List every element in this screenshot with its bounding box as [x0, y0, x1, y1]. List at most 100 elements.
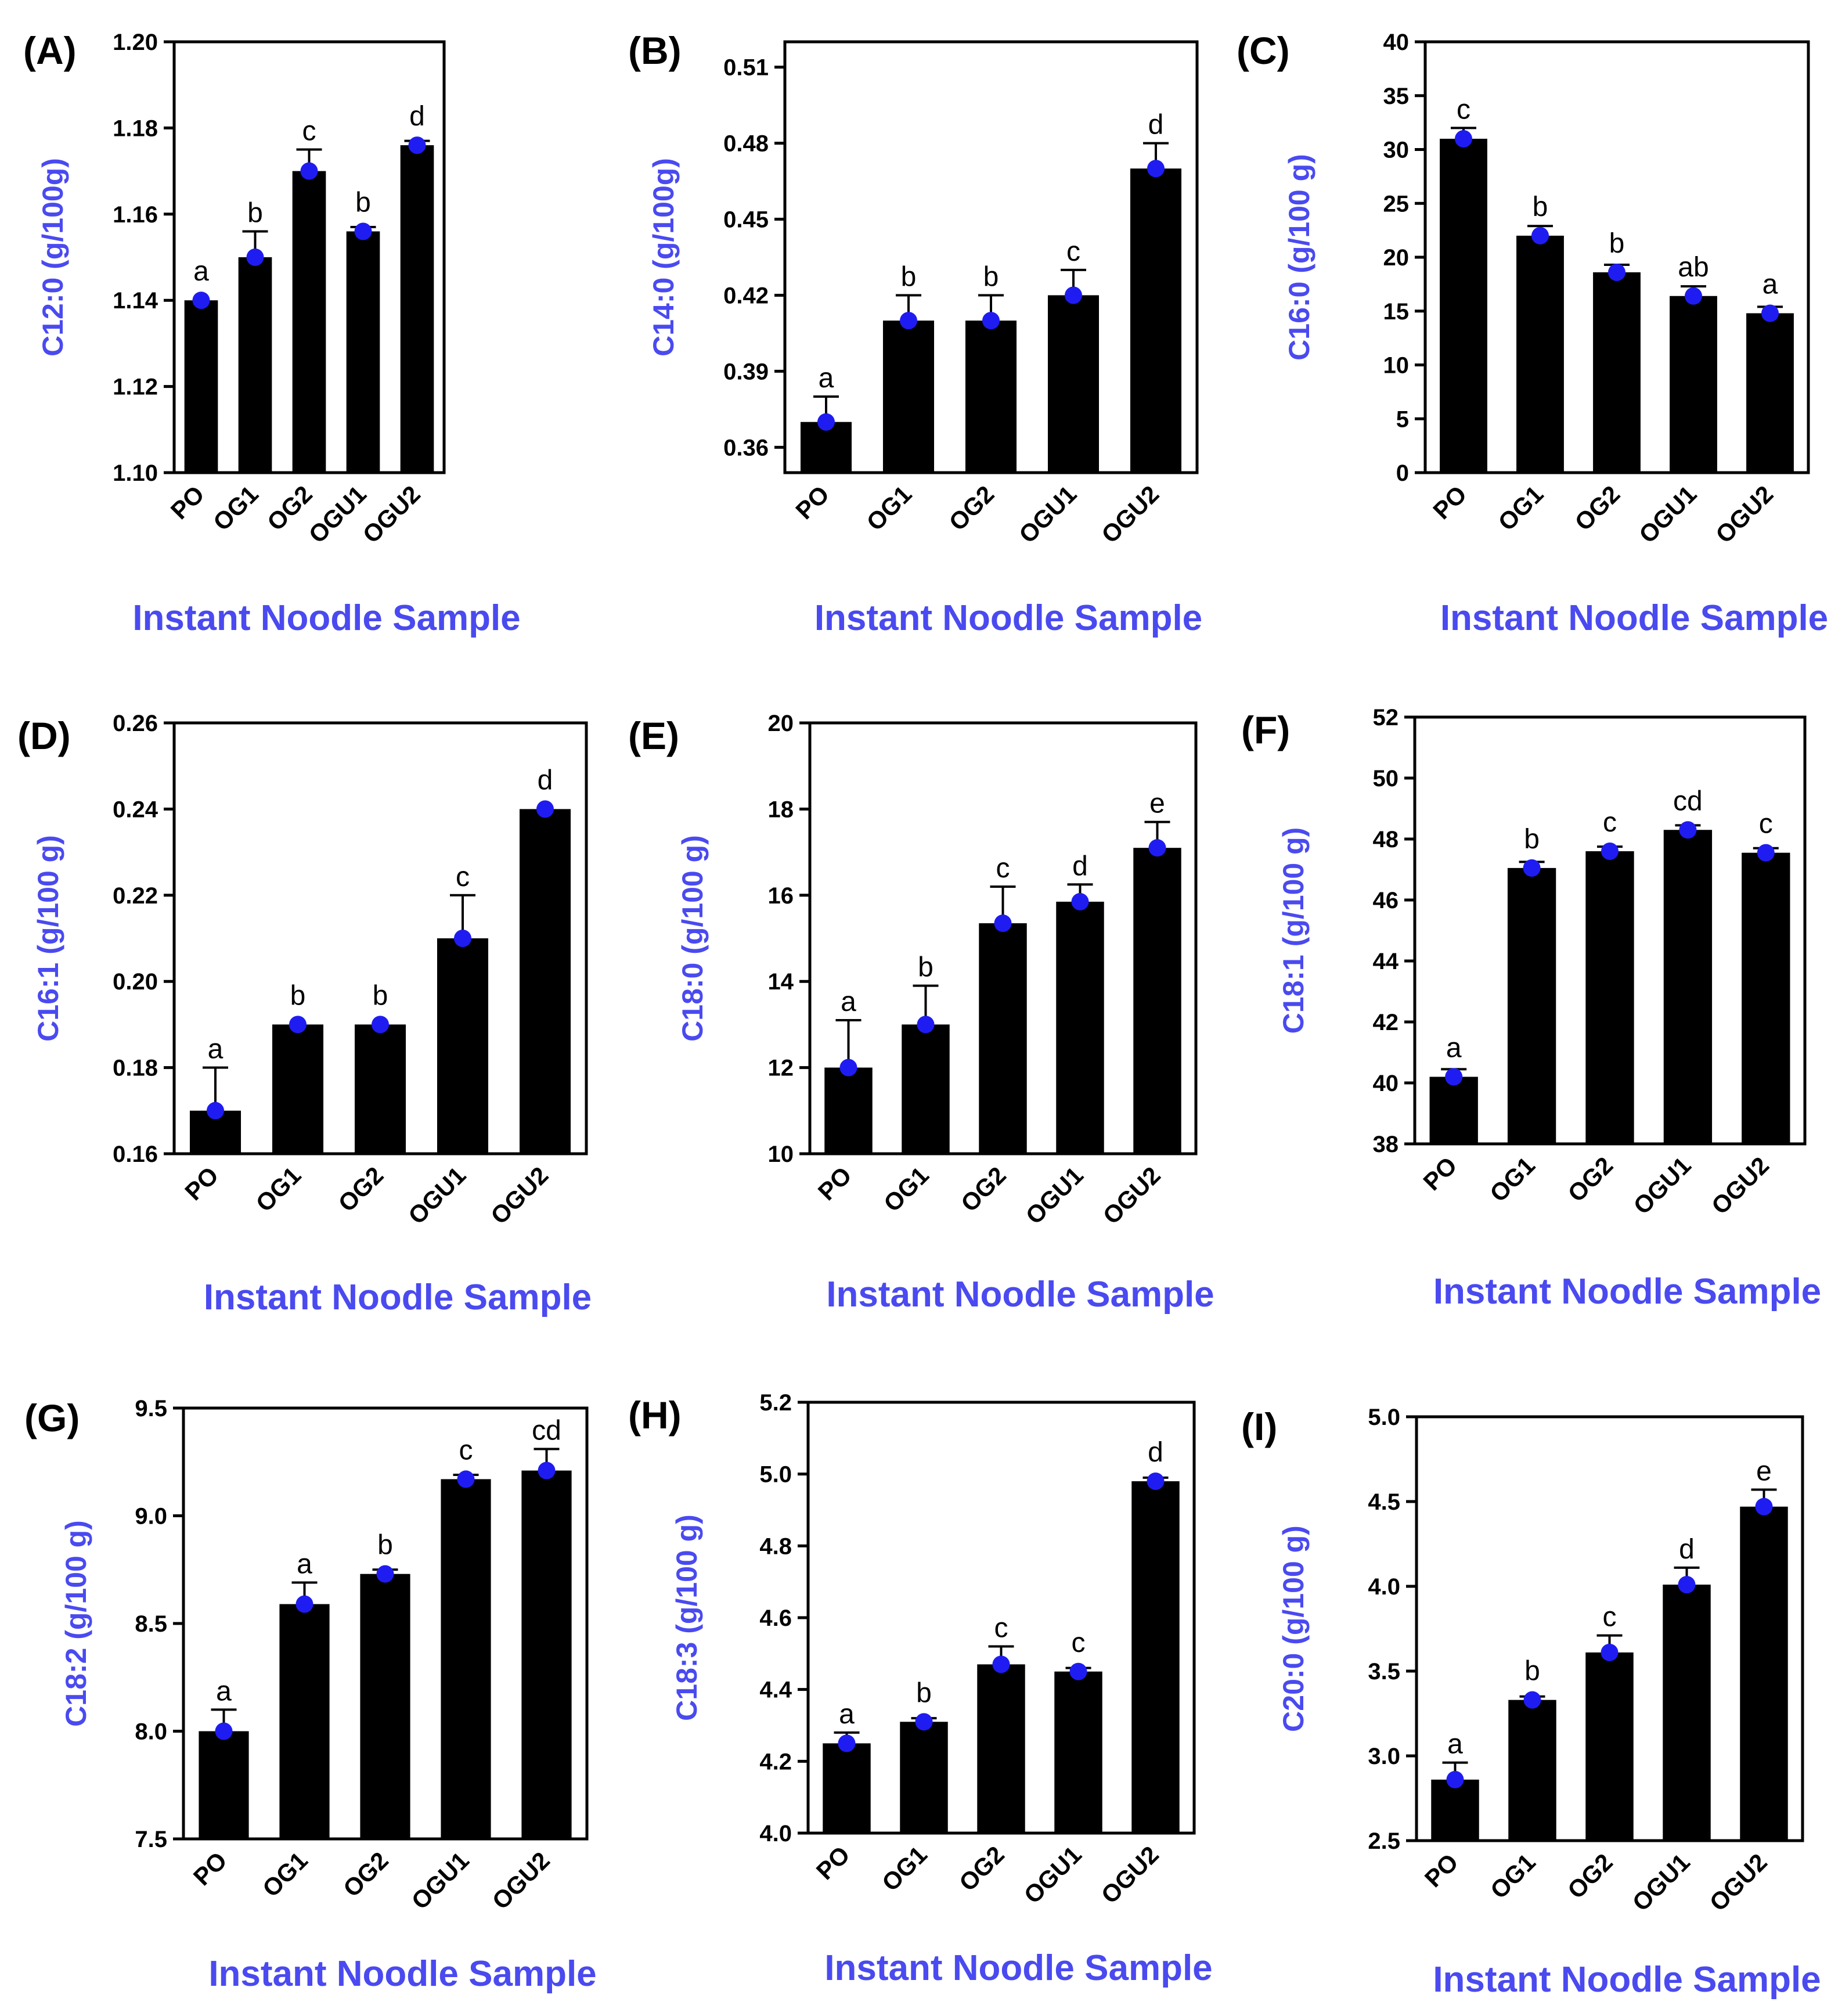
y-tick-label: 50 — [1373, 766, 1399, 791]
category-label: OG2 — [956, 1161, 1011, 1217]
bar — [1516, 235, 1564, 473]
category-label: PO — [1418, 1151, 1462, 1196]
y-tick-label: 35 — [1383, 84, 1410, 109]
data-point — [354, 222, 372, 240]
category-label: OG1 — [250, 1161, 306, 1217]
significance-label: b — [247, 197, 263, 228]
data-point — [917, 1016, 935, 1034]
data-point — [536, 800, 554, 818]
bar — [1585, 851, 1634, 1144]
significance-label: a — [216, 1676, 232, 1707]
bar — [1054, 1671, 1102, 1833]
data-point — [1071, 892, 1089, 910]
data-point — [207, 1101, 224, 1119]
y-tick-label: 44 — [1373, 949, 1399, 974]
category-label: OGU2 — [1096, 480, 1164, 548]
significance-label: b — [373, 980, 388, 1011]
bar — [521, 1470, 572, 1839]
x-axis-title: Instant Noodle Sample — [1433, 1960, 1821, 2000]
data-point — [1601, 843, 1619, 860]
significance-label: b — [1524, 1656, 1540, 1687]
plot-frame — [1413, 715, 1807, 1146]
category-label: OGU2 — [357, 480, 425, 548]
plot-frame — [172, 40, 446, 474]
y-tick-label: 0.48 — [723, 131, 769, 157]
data-point — [1755, 1497, 1773, 1515]
data-point — [1148, 839, 1166, 857]
y-tick-label: 1.18 — [113, 116, 158, 141]
category-label: OGU2 — [485, 1161, 553, 1229]
data-point — [457, 1470, 475, 1488]
bar — [1130, 168, 1182, 473]
significance-label: d — [1148, 110, 1164, 141]
data-point — [192, 291, 210, 309]
data-point — [454, 930, 471, 947]
y-tick-label: 9.0 — [135, 1504, 167, 1529]
category-label: OGU1 — [403, 1161, 471, 1229]
significance-label: d — [1072, 851, 1088, 881]
significance-label: d — [409, 101, 425, 132]
data-point — [1147, 1473, 1165, 1491]
category-label: OGU2 — [1710, 480, 1778, 548]
significance-label: a — [819, 363, 834, 394]
significance-label: d — [538, 765, 553, 795]
bar — [1742, 852, 1790, 1144]
y-tick-label: 20 — [768, 711, 794, 736]
panel-label: (G) — [24, 1396, 80, 1439]
category-label: OG2 — [338, 1846, 394, 1902]
bar — [354, 1024, 406, 1154]
category-label: OGU1 — [1020, 1161, 1088, 1229]
category-label: OG2 — [1562, 1151, 1618, 1207]
y-tick-label: 3.0 — [1368, 1744, 1400, 1769]
category-label: OG2 — [954, 1841, 1010, 1896]
y-tick-label: 8.5 — [135, 1611, 167, 1637]
significance-label: a — [1446, 1033, 1462, 1064]
significance-label: b — [290, 980, 306, 1011]
bar — [1507, 867, 1556, 1144]
y-tick-label: 46 — [1373, 888, 1399, 913]
chart-panel: (C) c PO b OG1 b OG2 ab OGU1 a OGU2 0 5 10 15 20 25 30 35 4… — [1237, 29, 1828, 638]
data-point — [1608, 263, 1625, 281]
data-point — [1757, 844, 1775, 862]
y-tick-label: 1.10 — [113, 460, 158, 486]
category-label: OG1 — [208, 480, 264, 536]
panel-label: (A) — [23, 29, 77, 72]
significance-label: c — [459, 1435, 473, 1466]
bar — [437, 938, 489, 1154]
significance-label: c — [456, 862, 470, 892]
data-point — [982, 312, 1000, 330]
panel-label: (B) — [628, 29, 682, 72]
chart-panel: (A)aPObOG1cOG2bOGU1dOGU21.101.121.141.16… — [23, 29, 521, 638]
bar — [1663, 830, 1713, 1144]
data-point — [839, 1059, 857, 1077]
significance-label: cd — [1673, 786, 1703, 816]
bar — [900, 1722, 948, 1833]
bar — [1746, 313, 1794, 473]
y-tick-label: 4.2 — [759, 1749, 792, 1774]
bar — [441, 1479, 491, 1839]
bar — [823, 1743, 871, 1833]
x-axis-title: Instant Noodle Sample — [1433, 1272, 1821, 1312]
x-axis-title: Instant Noodle Sample — [824, 1948, 1212, 1988]
bar — [1056, 901, 1104, 1154]
significance-label: b — [918, 952, 933, 983]
bar — [1585, 1652, 1634, 1841]
data-point — [915, 1713, 933, 1731]
panel-label: (F) — [1241, 708, 1290, 751]
y-tick-label: 7.5 — [135, 1827, 167, 1852]
data-point — [1679, 821, 1697, 839]
y-tick-label: 5.0 — [1368, 1405, 1400, 1430]
significance-label: d — [1679, 1534, 1695, 1565]
category-label: OG1 — [1493, 480, 1548, 536]
category-label: OGU2 — [1706, 1151, 1774, 1219]
x-axis-title: Instant Noodle Sample — [204, 1277, 592, 1317]
significance-label: c — [1072, 1628, 1086, 1658]
y-tick-label: 0.26 — [113, 711, 158, 736]
data-point — [1065, 286, 1082, 304]
significance-label: a — [297, 1549, 312, 1580]
y-tick-label: 1.12 — [113, 375, 158, 400]
bar — [1047, 295, 1100, 473]
x-axis-title: Instant Noodle Sample — [1440, 598, 1828, 638]
bar — [1663, 1585, 1711, 1841]
